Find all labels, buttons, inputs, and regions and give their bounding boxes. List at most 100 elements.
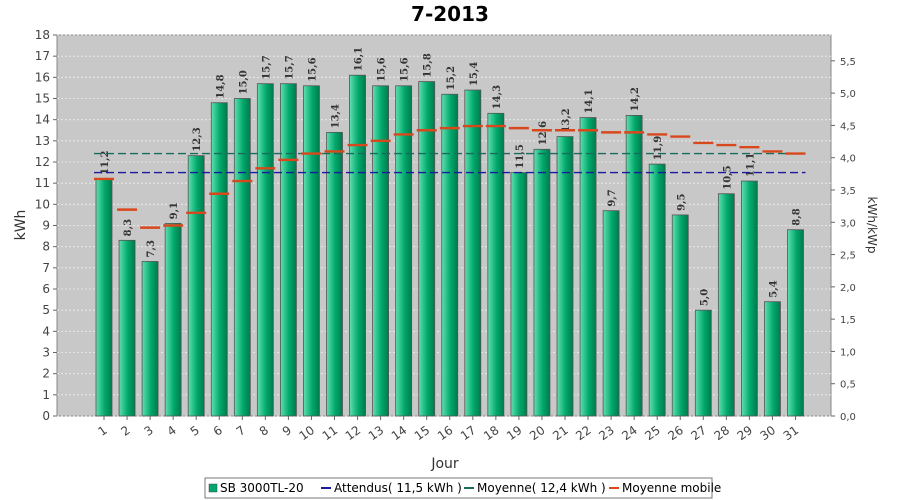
legend-label: Attendus( 11,5 kWh ) [334, 481, 462, 495]
y-right-tick-label: 1,0 [840, 347, 856, 358]
bar [671, 214, 689, 417]
x-tick-label: 16 [435, 423, 456, 443]
x-tick-label: 14 [389, 423, 410, 443]
bar [787, 229, 804, 417]
bar [579, 117, 597, 417]
legend-label: Moyenne mobile [622, 481, 721, 495]
bar-data-label: 13,2 [561, 108, 572, 132]
y-tick-label: 11 [35, 176, 50, 190]
bar-data-label: 8,3 [123, 219, 134, 236]
bar-data-label: 15,4 [469, 62, 480, 86]
bar [625, 115, 643, 417]
y-tick-label: 17 [35, 49, 50, 63]
y-tick-label: 13 [35, 134, 50, 148]
y-right-tick-label: 5,5 [840, 57, 856, 68]
bar [441, 93, 459, 417]
bar-data-label: 12,6 [538, 121, 549, 145]
x-tick-label: 2 [118, 423, 132, 439]
bar-data-label: 11,9 [653, 136, 664, 160]
bar-data-label: 15,6 [400, 57, 411, 81]
x-tick-label: 4 [165, 423, 179, 439]
bar [510, 172, 528, 417]
x-tick-label: 6 [211, 423, 225, 439]
x-tick-label: 9 [280, 423, 294, 439]
bar-data-label: 9,1 [169, 202, 180, 219]
x-tick-label: 3 [142, 423, 156, 439]
x-tick-label: 21 [550, 423, 571, 443]
bar [187, 155, 205, 417]
legend-label: SB 3000TL-20 [220, 481, 304, 495]
y-right-tick-label: 3,0 [840, 218, 856, 229]
bar-data-label: 9,5 [676, 193, 687, 210]
bar-data-label: 12,3 [192, 127, 203, 151]
bar-data-label: 5,0 [699, 289, 710, 306]
x-tick-label: 29 [735, 423, 756, 443]
bar [648, 163, 666, 417]
y-tick-label: 2 [42, 367, 50, 381]
x-tick-label: 20 [527, 423, 548, 443]
data-labels: 11,2 8,3 7,3 9,1 12,3 14,8 15,0 15,7 15,7 15,6 13,… [100, 47, 803, 306]
bar-data-label: 14,1 [584, 89, 595, 113]
bar-data-label: 15,8 [423, 53, 434, 77]
y-tick-label: 8 [42, 240, 50, 254]
bar-data-label: 15,6 [307, 57, 318, 81]
legend-item: Moyenne mobile [609, 481, 721, 495]
bar-data-label: 13,4 [331, 104, 342, 128]
x-tick-label: 28 [712, 423, 733, 443]
y-right-tick-label: 4,5 [840, 121, 856, 132]
legend-swatch [208, 483, 218, 493]
bar-data-label: 14,8 [215, 74, 226, 98]
bar-data-label: 8,8 [792, 208, 803, 225]
y-tick-label: 16 [35, 70, 50, 84]
x-tick-label: 10 [297, 423, 318, 443]
bar [326, 131, 343, 417]
bar [556, 136, 574, 417]
y-tick-label: 4 [42, 324, 50, 338]
bar-data-label: 15,2 [446, 66, 457, 90]
y-right-tick-label: 4,0 [840, 154, 856, 165]
bar [741, 180, 758, 417]
legend-label: Moyenne( 12,4 kWh ) [477, 481, 606, 495]
x-tick-label: 11 [320, 423, 341, 443]
legend: SB 3000TL-20 Attendus( 11,5 kWh ) Moyenne(… [204, 477, 721, 499]
bar [233, 98, 251, 417]
legend-box [204, 477, 713, 499]
bar-data-label: 9,7 [607, 189, 618, 206]
y-right-tick-label: 5,0 [840, 89, 856, 100]
bar-data-label: 16,1 [354, 47, 365, 71]
bar [764, 301, 781, 417]
y-tick-label: 9 [42, 219, 50, 233]
bar-data-label: 11,2 [100, 151, 111, 175]
bar [95, 178, 113, 417]
y-tick-label: 14 [35, 113, 50, 127]
bar-data-label: 5,4 [768, 280, 779, 297]
x-tick-label: 26 [665, 423, 686, 443]
x-tick-label: 31 [781, 423, 802, 443]
y-tick-label: 12 [35, 155, 50, 169]
x-tick-label: 19 [504, 423, 525, 443]
y-tick-label: 15 [35, 92, 50, 106]
x-tick-label: 18 [481, 423, 502, 443]
y-right-tick-label: 2,0 [840, 283, 856, 294]
bar [717, 193, 735, 417]
legend-item: Moyenne( 12,4 kWh ) [464, 481, 606, 495]
bar [602, 210, 620, 417]
y-right-tick-label: 2,5 [840, 251, 856, 262]
legend-item: SB 3000TL-20 [208, 481, 304, 495]
x-tick-label: 22 [573, 423, 594, 443]
bar [372, 85, 390, 417]
x-tick-label: 23 [596, 423, 617, 443]
bar [118, 239, 136, 417]
bar [418, 81, 436, 417]
y-axis-label: kWh [13, 210, 29, 241]
y-tick-label: 7 [42, 261, 50, 275]
y-axis-right: 0,0 0,5 1,0 1,5 2,0 2,5 3,0 3,5 4,0 4,5 5,0 5,5 [831, 57, 856, 423]
x-tick-label: 5 [188, 423, 202, 439]
bar-data-label: 14,3 [492, 85, 503, 109]
legend-item: Attendus( 11,5 kWh ) [321, 481, 462, 495]
bar-data-label: 11,5 [515, 144, 526, 168]
y-tick-label: 0 [42, 409, 50, 423]
y-tick-label: 10 [35, 197, 50, 211]
